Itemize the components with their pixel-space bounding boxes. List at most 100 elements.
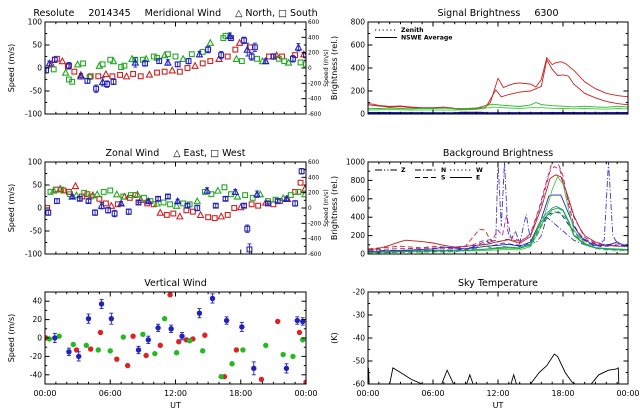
background-brightness-y-axis-title: Brightness (rel.) bbox=[330, 176, 339, 240]
svg-text:-400: -400 bbox=[308, 97, 321, 103]
svg-text:Zenith: Zenith bbox=[401, 27, 424, 34]
svg-text:W: W bbox=[476, 167, 483, 174]
vertical-wind-y-axis-title: Speed (m/s) bbox=[7, 314, 16, 363]
svg-text:600: 600 bbox=[308, 20, 319, 26]
svg-text:200: 200 bbox=[351, 87, 366, 96]
vertical-wind-plot-area bbox=[45, 292, 306, 384]
meridional-wind-axes bbox=[44, 21, 307, 115]
svg-text:E: E bbox=[476, 175, 480, 182]
vertical-wind-frame bbox=[44, 291, 307, 385]
svg-text:18:00: 18:00 bbox=[551, 389, 574, 398]
svg-text:0: 0 bbox=[308, 66, 312, 72]
svg-text:200: 200 bbox=[351, 231, 366, 240]
zonal-wind-series-red bbox=[45, 179, 306, 222]
zonal-wind-axes bbox=[44, 161, 307, 255]
signal-brightness-y-axis-title: Brightness (rel.) bbox=[330, 36, 339, 100]
zonal-wind-axis-labels: -100 -50 0 50 100 -600 -400 -200 0 200 400 600 Speed… bbox=[7, 158, 330, 259]
background-brightness-series-blue-dash bbox=[368, 211, 628, 253]
svg-text:Z: Z bbox=[401, 167, 406, 174]
meridional-wind-right-axis-title: Speed (m/s) bbox=[323, 49, 330, 87]
signal-brightness-series-green-nswe bbox=[368, 106, 628, 111]
background-brightness-title: Background Brightness bbox=[443, 148, 553, 159]
signal-brightness-axis-labels: 0 200 400 600 800 Brightness (rel.) bbox=[330, 18, 365, 119]
svg-text:00:00: 00:00 bbox=[294, 389, 317, 398]
signal-brightness-series-green-zenith bbox=[368, 102, 628, 110]
sky-temperature-plot-area bbox=[368, 353, 620, 384]
svg-text:0: 0 bbox=[308, 206, 312, 212]
svg-text:06:00: 06:00 bbox=[99, 389, 122, 398]
background-brightness-series-blue-solid bbox=[368, 194, 628, 253]
svg-text:20: 20 bbox=[32, 315, 42, 324]
svg-text:NSWE Average: NSWE Average bbox=[401, 35, 453, 42]
background-brightness-plot-area bbox=[368, 162, 628, 254]
svg-text:100: 100 bbox=[28, 158, 43, 167]
svg-text:-100: -100 bbox=[25, 110, 42, 119]
panel-zonal-wind: -100 -50 0 50 100 -600 -400 -200 0 200 400 600 Speed… bbox=[7, 148, 330, 259]
svg-text:0: 0 bbox=[37, 64, 42, 73]
zonal-wind-series-green bbox=[47, 184, 306, 209]
vertical-wind-axis-labels: -40 -20 0 20 40 00:00 06:00 12:00 18:00 00:00 UT Sp… bbox=[7, 297, 318, 410]
meridional-wind-series-blue bbox=[45, 31, 306, 93]
panel-background-brightness: 0 200 400 600 800 1000 Brightness (rel.) Backgr… bbox=[330, 148, 629, 259]
svg-text:18:00: 18:00 bbox=[229, 389, 252, 398]
svg-text:0: 0 bbox=[360, 250, 365, 259]
vertical-wind-series-blue bbox=[52, 293, 306, 376]
svg-text:200: 200 bbox=[308, 191, 319, 197]
svg-text:-40: -40 bbox=[353, 334, 365, 343]
signal-brightness-plot-area bbox=[368, 56, 628, 114]
svg-text:-200: -200 bbox=[308, 81, 321, 87]
svg-text:0: 0 bbox=[37, 334, 42, 343]
sky-temperature-x-axis-title: UT bbox=[493, 401, 504, 410]
svg-text:0: 0 bbox=[360, 110, 365, 119]
svg-text:40: 40 bbox=[32, 297, 42, 306]
background-brightness-axes bbox=[367, 161, 629, 255]
zonal-wind-y-axis-title: Speed (m/s) bbox=[7, 184, 16, 233]
sky-temperature-frame bbox=[367, 291, 629, 385]
panel-sky-temperature: -60 -50 -40 -30 -20 00:00 06:00 12:00 18:00 00:00… bbox=[330, 278, 640, 410]
svg-text:12:00: 12:00 bbox=[164, 389, 187, 398]
sky-temperature-axis-labels: -60 -50 -40 -30 -20 00:00 06:00 12:00 18:00 00:00… bbox=[330, 288, 640, 411]
svg-text:400: 400 bbox=[351, 64, 366, 73]
svg-text:800: 800 bbox=[351, 18, 366, 27]
svg-text:N: N bbox=[441, 167, 446, 174]
background-brightness-series-teal-solid bbox=[368, 205, 628, 253]
vertical-wind-title: Vertical Wind bbox=[144, 278, 206, 289]
svg-text:S: S bbox=[441, 175, 445, 182]
background-brightness-legend: Z NS WE bbox=[375, 167, 483, 182]
zonal-wind-right-axis-title: Speed (m/s) bbox=[323, 189, 330, 227]
background-brightness-axis-labels: 0 200 400 600 800 1000 Brightness (rel.) bbox=[330, 158, 365, 259]
svg-text:-20: -20 bbox=[353, 288, 365, 297]
panel-meridional-wind: -100 -50 0 50 100 -600 -400 -200 0 200 400 600 Speed… bbox=[7, 8, 330, 119]
svg-text:-600: -600 bbox=[308, 252, 321, 258]
signal-brightness-series-red-zenith bbox=[368, 56, 628, 110]
meridional-wind-y-axis-title: Speed (m/s) bbox=[7, 44, 16, 93]
svg-text:00:00: 00:00 bbox=[616, 389, 639, 398]
zonal-wind-title: Zonal Wind △ East, □ West bbox=[106, 148, 246, 159]
svg-text:-40: -40 bbox=[30, 370, 42, 379]
svg-text:100: 100 bbox=[28, 18, 43, 27]
svg-text:600: 600 bbox=[351, 41, 366, 50]
svg-text:50: 50 bbox=[32, 181, 42, 190]
zonal-wind-plot-area bbox=[45, 167, 306, 254]
svg-text:-50: -50 bbox=[353, 357, 365, 366]
svg-text:-100: -100 bbox=[25, 250, 42, 259]
svg-text:400: 400 bbox=[308, 175, 319, 181]
zonal-wind-series-blue bbox=[45, 167, 305, 254]
panel-signal-brightness: 0 200 400 600 800 Brightness (rel.) Signal Bri… bbox=[330, 8, 629, 119]
svg-text:12:00: 12:00 bbox=[486, 389, 509, 398]
sky-temperature-series-sky-temp bbox=[368, 353, 620, 384]
vertical-wind-series-green bbox=[46, 315, 306, 380]
sky-temperature-axes bbox=[367, 291, 629, 385]
vertical-wind-x-axis-title: UT bbox=[170, 401, 181, 410]
meridional-wind-frame bbox=[44, 21, 307, 115]
svg-text:00:00: 00:00 bbox=[33, 389, 56, 398]
svg-text:200: 200 bbox=[308, 51, 319, 57]
svg-text:1000: 1000 bbox=[346, 158, 365, 167]
svg-text:50: 50 bbox=[32, 41, 42, 50]
svg-text:600: 600 bbox=[351, 194, 366, 203]
svg-text:0: 0 bbox=[37, 204, 42, 213]
vertical-wind-axes bbox=[44, 291, 307, 385]
